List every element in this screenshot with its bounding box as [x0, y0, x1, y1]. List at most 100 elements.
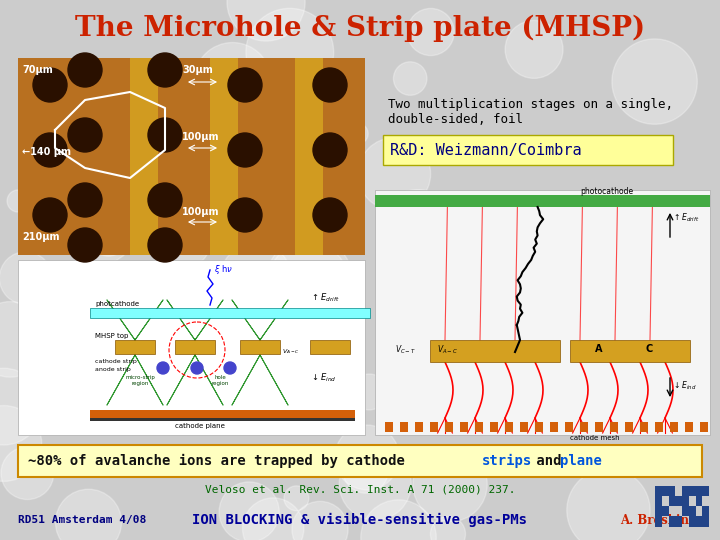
Bar — [703, 507, 709, 516]
Circle shape — [135, 342, 175, 383]
Circle shape — [567, 469, 650, 540]
Circle shape — [104, 319, 127, 342]
Text: Two multiplication stages on a single,
double-sided, foil: Two multiplication stages on a single, d… — [388, 98, 673, 126]
Circle shape — [228, 68, 262, 102]
Bar — [669, 496, 689, 507]
Text: plane: plane — [560, 454, 602, 468]
Text: C: C — [645, 344, 652, 354]
Text: cathode plane: cathode plane — [175, 423, 225, 429]
Bar — [240, 340, 280, 354]
Circle shape — [33, 68, 67, 102]
Bar — [655, 486, 669, 496]
Text: and: and — [528, 454, 570, 468]
Circle shape — [55, 489, 122, 540]
Circle shape — [407, 9, 454, 56]
Bar — [310, 340, 350, 354]
Circle shape — [157, 362, 169, 374]
Circle shape — [313, 68, 347, 102]
Bar — [175, 340, 215, 354]
Circle shape — [268, 242, 349, 323]
Bar — [90, 418, 355, 421]
Circle shape — [68, 53, 102, 87]
Text: $\uparrow E_{drift}$: $\uparrow E_{drift}$ — [672, 211, 699, 224]
Circle shape — [266, 237, 353, 324]
Circle shape — [122, 357, 156, 391]
Circle shape — [243, 498, 304, 540]
Text: strips: strips — [482, 454, 532, 468]
Bar — [415, 422, 423, 432]
Text: 100μm: 100μm — [182, 207, 220, 217]
Bar — [115, 340, 155, 354]
Circle shape — [71, 104, 152, 185]
Text: photcathode: photcathode — [95, 301, 139, 307]
Circle shape — [606, 316, 667, 376]
Bar — [400, 422, 408, 432]
Text: photocathode: photocathode — [580, 187, 633, 196]
Circle shape — [413, 447, 487, 522]
Circle shape — [68, 118, 102, 152]
Circle shape — [358, 138, 431, 210]
Circle shape — [219, 482, 279, 540]
Bar — [580, 422, 588, 432]
Circle shape — [127, 180, 159, 212]
Bar — [535, 422, 543, 432]
Circle shape — [148, 183, 182, 217]
Circle shape — [632, 312, 688, 368]
Circle shape — [214, 285, 282, 353]
Text: $\downarrow E_{ind}$: $\downarrow E_{ind}$ — [672, 379, 696, 392]
Circle shape — [33, 133, 67, 167]
Bar — [18, 260, 365, 435]
Bar — [520, 422, 528, 432]
Bar — [383, 135, 673, 165]
Circle shape — [148, 118, 182, 152]
Circle shape — [68, 228, 102, 262]
Bar — [640, 422, 648, 432]
Circle shape — [0, 368, 42, 445]
Text: cathode strip: cathode strip — [95, 359, 137, 364]
Circle shape — [228, 198, 262, 232]
Text: A: A — [595, 344, 603, 354]
Circle shape — [0, 406, 42, 481]
Circle shape — [377, 190, 459, 271]
Circle shape — [148, 228, 182, 262]
Circle shape — [194, 43, 271, 120]
Circle shape — [393, 62, 427, 95]
Text: hole
region: hole region — [211, 375, 229, 386]
Circle shape — [612, 39, 697, 124]
Circle shape — [122, 122, 203, 202]
Text: ←140 μm: ←140 μm — [22, 147, 71, 157]
Bar — [625, 422, 633, 432]
Circle shape — [361, 500, 436, 540]
Bar — [475, 422, 483, 432]
Bar — [696, 496, 703, 507]
Circle shape — [347, 123, 368, 144]
Text: ION BLOCKING & visible-sensitive gas-PMs: ION BLOCKING & visible-sensitive gas-PMs — [192, 513, 528, 527]
Text: RD51 Amsterdam 4/08: RD51 Amsterdam 4/08 — [18, 515, 146, 525]
Circle shape — [313, 133, 347, 167]
Circle shape — [292, 501, 348, 540]
Text: 30μm: 30μm — [182, 65, 212, 75]
Circle shape — [505, 21, 563, 78]
Circle shape — [318, 144, 356, 184]
Bar — [90, 410, 355, 418]
Bar — [570, 340, 690, 362]
Text: The Microhole & Strip plate (MHSP): The Microhole & Strip plate (MHSP) — [75, 15, 645, 42]
Bar — [610, 422, 618, 432]
Bar — [550, 422, 558, 432]
Text: $V_{A-C}$: $V_{A-C}$ — [437, 343, 458, 355]
Bar — [460, 422, 468, 432]
Circle shape — [68, 183, 102, 217]
Text: MHSP top: MHSP top — [95, 333, 128, 339]
Circle shape — [60, 188, 137, 265]
Bar — [655, 422, 663, 432]
Bar — [696, 486, 709, 496]
Circle shape — [224, 362, 236, 374]
Circle shape — [90, 219, 127, 256]
Text: 100μm: 100μm — [182, 132, 220, 142]
Circle shape — [0, 302, 48, 377]
Circle shape — [1, 447, 54, 500]
Bar — [490, 422, 498, 432]
Circle shape — [284, 486, 309, 511]
Circle shape — [156, 213, 211, 268]
Circle shape — [402, 311, 469, 378]
